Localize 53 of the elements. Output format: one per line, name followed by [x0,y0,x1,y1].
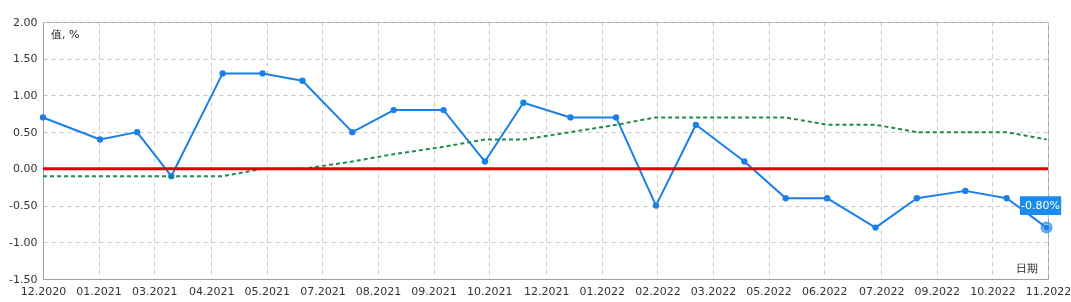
x-tick-label: 01.2021 [76,284,122,298]
y-tick-label: -0.50 [9,199,38,213]
point [219,70,226,77]
point [567,114,574,121]
point [913,195,921,202]
line-series [42,116,1048,178]
point [823,195,831,202]
point [741,158,748,165]
x-tick-label: 12.2020 [20,284,67,298]
y-tick-label: 2.00 [13,15,38,29]
point [692,121,700,128]
point [299,77,306,84]
point [1003,195,1010,202]
point [652,202,660,209]
x-tick-label: 12.2021 [523,284,570,298]
x-tick-label: 07.2021 [300,284,346,298]
point [349,128,356,136]
x-tick-label: 01.2022 [579,284,626,298]
x-tick-label: 11.2022 [1025,284,1071,298]
y-tick-label: 0.00 [13,162,38,176]
point [481,158,489,165]
y-tick-label: 1.50 [13,52,38,66]
x-tick-label: 10.2021 [466,284,513,298]
x-tick-label: 05.2021 [244,284,291,298]
point [782,195,789,202]
x-tick-label: 09.2021 [411,284,457,298]
point [390,106,397,114]
x-tick-label: 10.2022 [970,284,1016,298]
x-tick-label: 06.2022 [801,284,848,298]
point [39,114,47,121]
y-tick-label: 1.00 [13,88,38,102]
point [96,136,104,143]
x-tick-label: 05.2022 [746,284,792,298]
y-axis-title: 值, % [51,28,80,41]
y-tick-label: -1.00 [9,235,38,249]
x-tick-label: 04.2021 [188,284,235,298]
y-tick-label: 0.50 [13,125,38,139]
annotation: -0.80% [1021,198,1061,212]
x-tick-label: 09.2022 [914,284,961,298]
point [612,114,620,121]
x-tick-label: 07.2022 [858,284,905,298]
x-tick-label: 03.2021 [131,284,178,298]
y-tick-label: -1.50 [9,272,38,286]
x-axis-title: 日期 [1016,262,1038,275]
point [259,70,266,77]
x-tick-label: 02.2022 [635,284,681,298]
point [872,224,879,231]
x-tick-label: 03.2022 [690,284,737,298]
x-tick-label: 08.2021 [355,284,402,298]
point [520,99,527,106]
point [133,128,141,136]
point [440,106,447,114]
point [962,187,969,195]
